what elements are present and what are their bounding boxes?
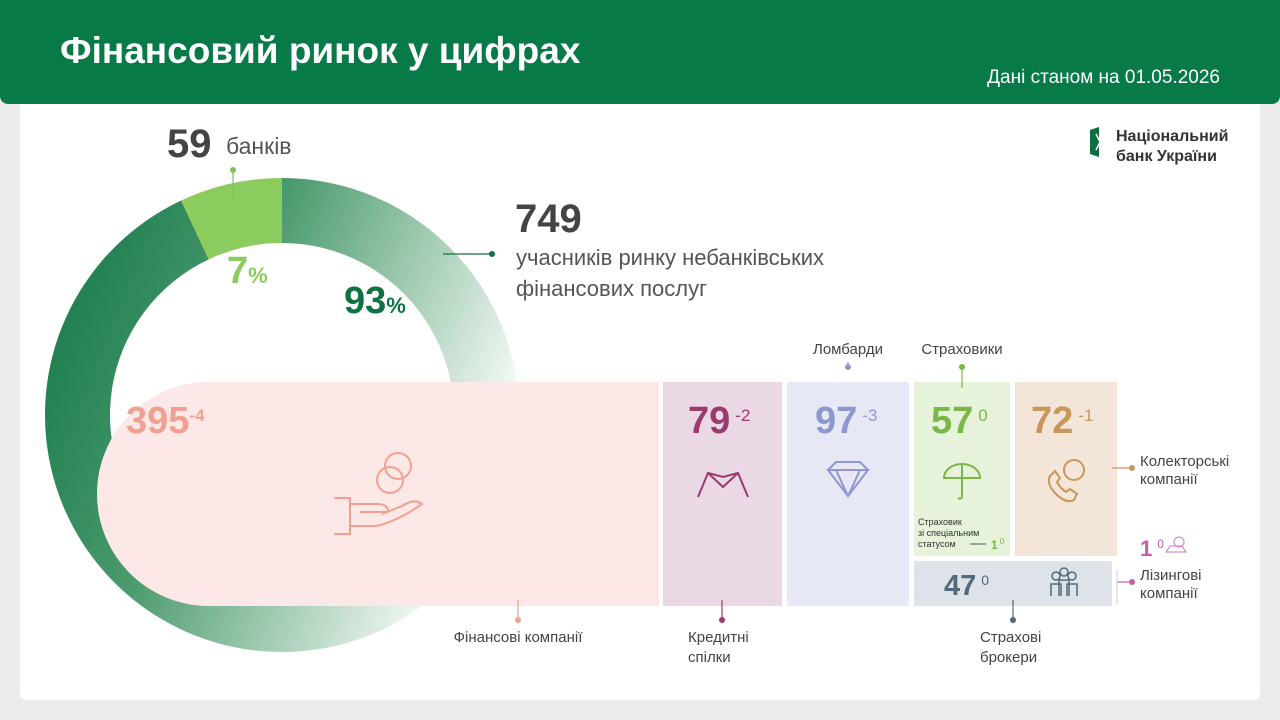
count: 57 0	[931, 400, 988, 442]
donut-segment	[181, 178, 282, 260]
box	[1015, 382, 1117, 556]
nonbank-share: 93%	[344, 280, 406, 322]
pin-dot	[1129, 465, 1135, 471]
nonbank-count: 749	[515, 197, 582, 241]
banks-share: 7%	[227, 250, 268, 292]
nonbank-label: учасників ринку небанківських	[516, 245, 824, 270]
count: 72 -1	[1031, 400, 1093, 442]
pin-dot	[719, 617, 725, 623]
nonbank-label: фінансових послуг	[516, 276, 707, 301]
label: спілки	[688, 649, 731, 666]
label: Фінансові компанії	[454, 629, 584, 646]
pin-dot	[845, 364, 851, 370]
pin-dot	[489, 251, 495, 257]
box	[97, 382, 659, 606]
label: зі спеціальним	[918, 528, 979, 538]
pin-dot	[1010, 617, 1016, 623]
label: Лізингові	[1140, 567, 1202, 584]
banks-label: банків	[226, 133, 292, 159]
count: 97 -3	[815, 400, 877, 442]
label: Страховик	[918, 517, 962, 527]
label: Ломбарди	[813, 341, 883, 358]
pin-dot	[959, 364, 965, 370]
title: Фінансовий ринок у цифрах	[60, 30, 581, 71]
pin-dot	[1129, 579, 1135, 585]
logo-text: банк України	[1116, 148, 1217, 165]
label: компанії	[1140, 471, 1198, 488]
pin-dot	[230, 167, 236, 173]
box	[914, 561, 1112, 606]
count: 395-4	[126, 400, 205, 442]
donut	[44, 178, 520, 652]
banks-count: 59	[167, 122, 212, 166]
box	[663, 382, 782, 606]
date: Дані станом на 01.05.2026	[987, 67, 1220, 88]
logo: Національний банк України	[1090, 127, 1228, 165]
icons	[334, 452, 1188, 596]
label: Страховики	[921, 341, 1002, 358]
pin-dot	[515, 617, 521, 623]
count: 47 0	[944, 570, 989, 602]
label: компанії	[1140, 585, 1198, 602]
count: 79 -2	[688, 400, 750, 442]
label: Страхові	[980, 629, 1041, 646]
labels: Ломбарди Страховики Фінансові компанії К…	[454, 341, 1230, 666]
header	[0, 0, 1280, 104]
label: статусом	[918, 539, 956, 549]
label: Кредитні	[688, 629, 749, 646]
logo-text: Національний	[1116, 128, 1228, 145]
label: брокери	[980, 649, 1037, 666]
label: Колекторські	[1140, 453, 1229, 470]
